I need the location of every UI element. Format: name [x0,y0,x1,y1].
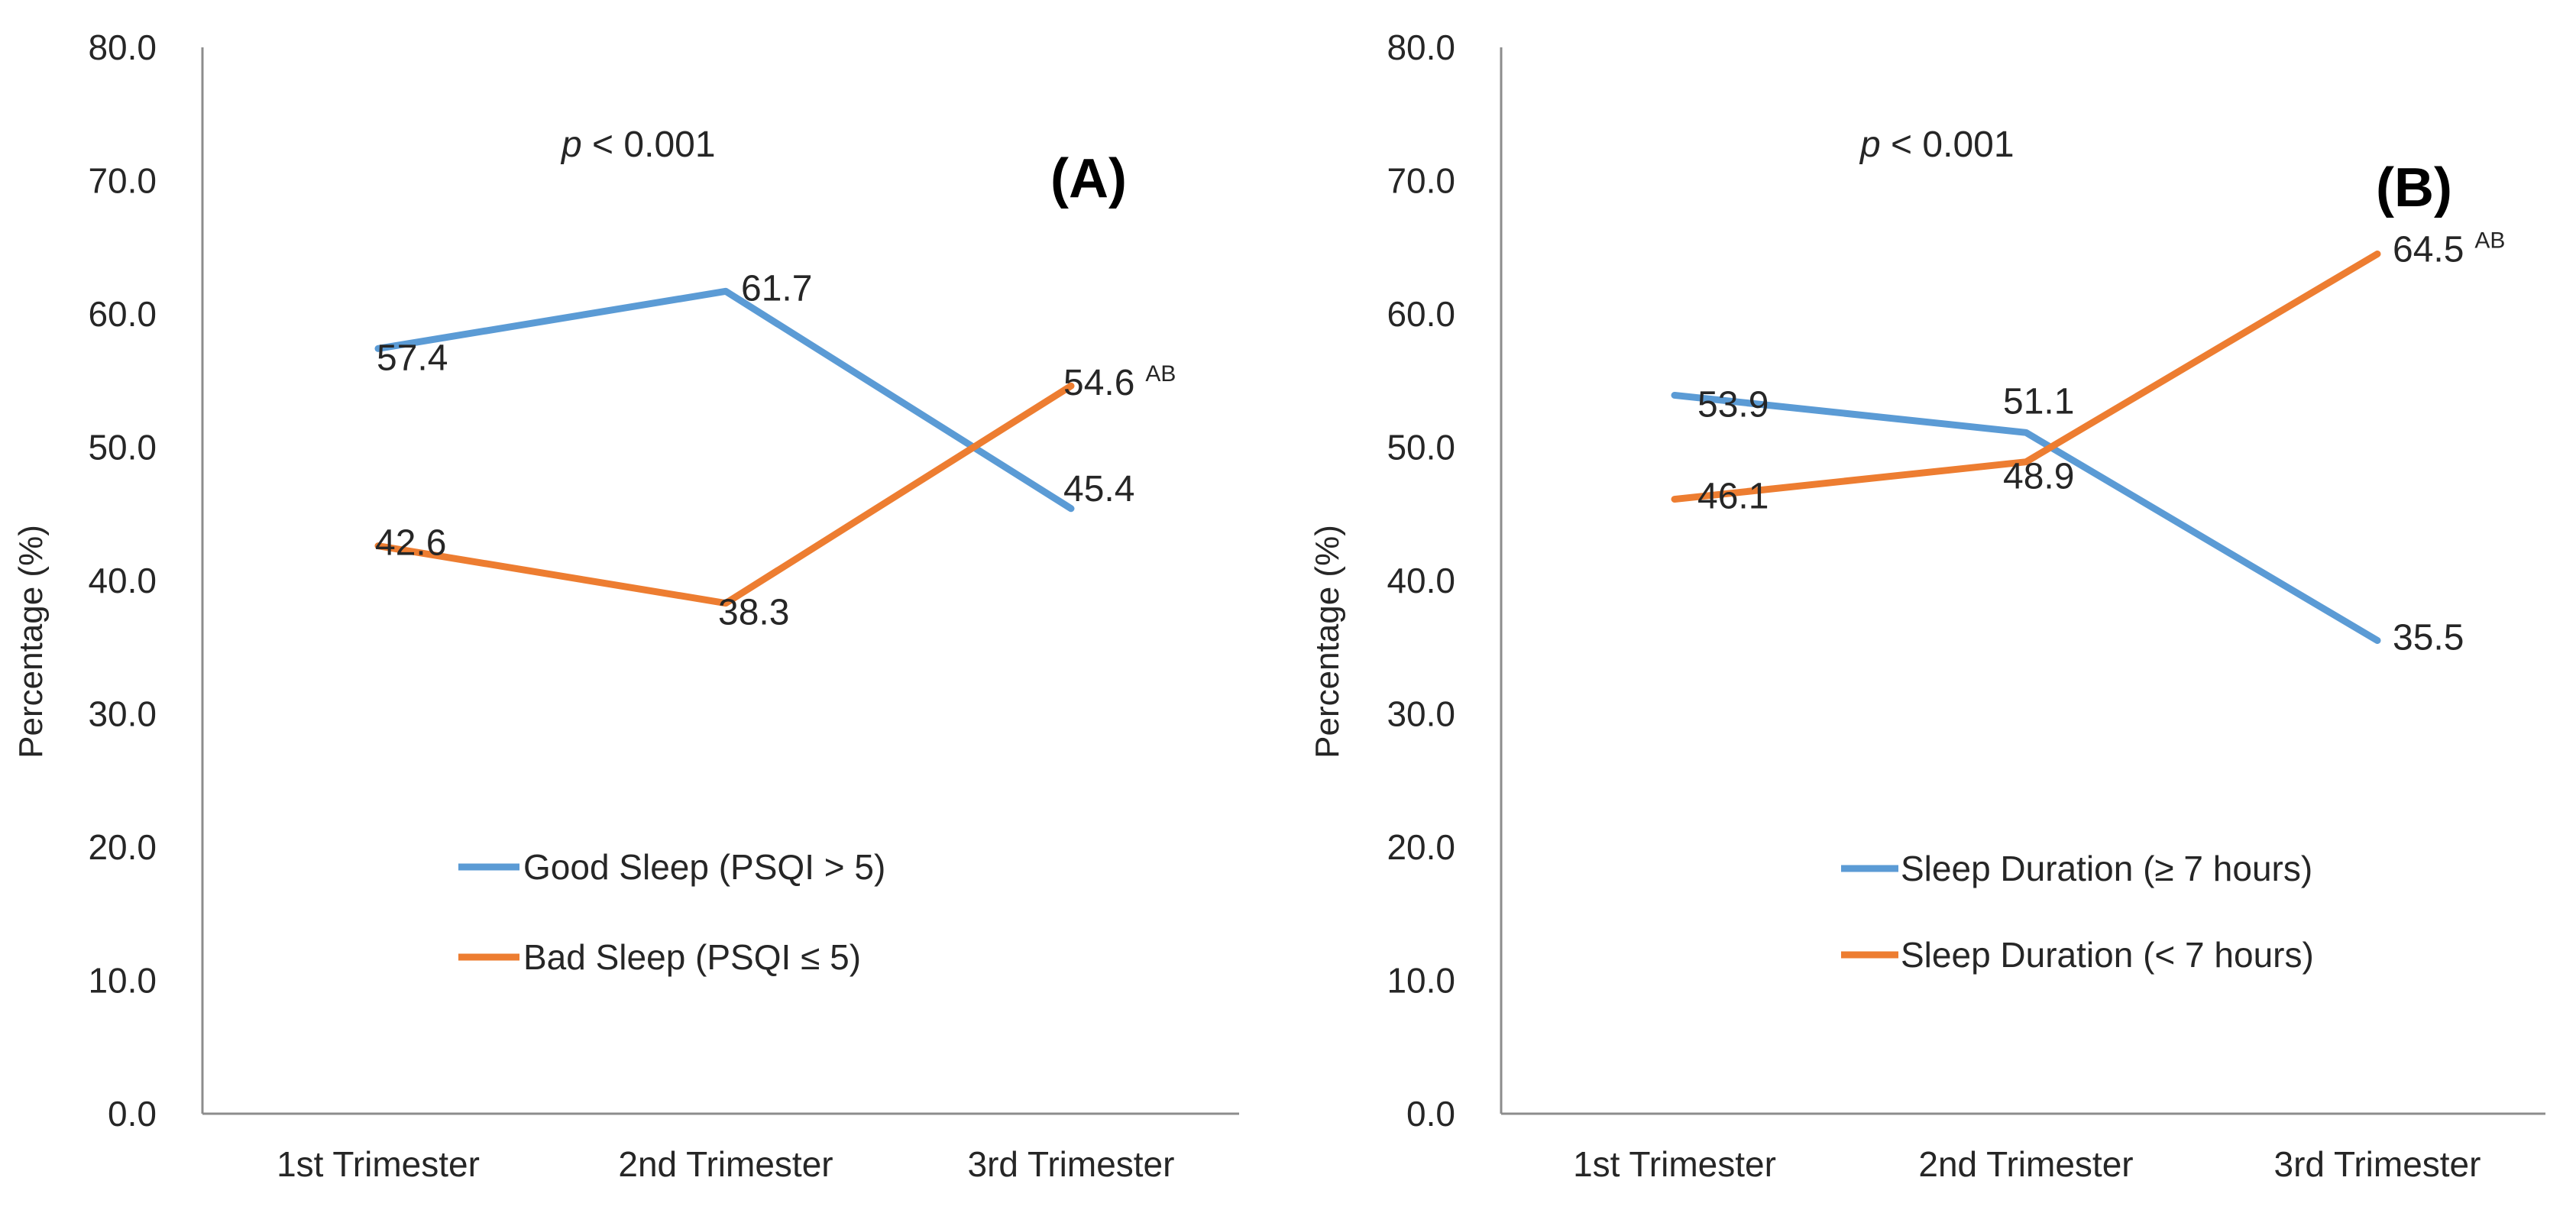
series-line-1 [1671,391,2381,645]
data-label: 61.7 [741,268,812,309]
legend-label: Sleep Duration (< 7 hours) [1901,935,2314,975]
x-category-label: 3rd Trimester [2274,1144,2481,1184]
chart-panel-b: 0.0 10.0 20.0 30.0 40.0 50.0 60.0 70.0 80.0 Perce… [1309,27,2545,1184]
p-value-annotation: p < 0.001 [1859,125,2015,165]
data-label: 46.1 [1697,477,1769,517]
x-category-label: 2nd Trimester [618,1144,833,1184]
y-tick-label: 60.0 [88,294,157,334]
panel-label: (A) [1050,148,1127,209]
series-line-2 [1671,250,2381,503]
y-tick-label: 0.0 [108,1094,157,1134]
data-label: 48.9 [2003,457,2074,497]
data-label: 64.5 AB [2393,228,2505,270]
y-axis-title: Percentage (%) [12,525,50,759]
x-category-label: 1st Trimester [277,1144,480,1184]
y-tick-label: 50.0 [1387,428,1455,467]
y-tick-label: 20.0 [1387,827,1455,867]
x-category-label: 3rd Trimester [968,1144,1175,1184]
data-label: 54.6 AB [1063,361,1176,403]
panel-label: (B) [2376,157,2452,218]
legend-label: Bad Sleep (PSQI ≤ 5) [523,937,861,977]
y-tick-label: 70.0 [1387,161,1455,201]
data-label: 38.3 [718,593,789,633]
data-label: 53.9 [1697,384,1769,425]
series-line-1 [374,287,1075,513]
y-tick-label: 10.0 [1387,961,1455,1001]
y-axis-title: Percentage (%) [1309,525,1346,759]
y-tick-label: 30.0 [88,694,157,734]
x-category-label: 2nd Trimester [1918,1144,2133,1184]
y-tick-label: 50.0 [88,428,157,467]
y-tick-label: 10.0 [88,961,157,1001]
data-label: 45.4 [1063,469,1134,509]
data-label: 57.4 [377,338,448,378]
data-label: 35.5 [2393,618,2464,658]
legend-label: Good Sleep (PSQI > 5) [523,847,885,887]
y-tick-label: 30.0 [1387,694,1455,734]
y-tick-label: 0.0 [1406,1094,1455,1134]
y-tick-label: 80.0 [1387,27,1455,67]
y-tick-label: 40.0 [1387,561,1455,600]
data-label: 51.1 [2003,381,2074,422]
series-line-2 [374,382,1075,607]
p-value-annotation: p < 0.001 [560,125,716,165]
y-tick-label: 60.0 [1387,294,1455,334]
y-tick-label: 20.0 [88,827,157,867]
y-tick-label: 80.0 [88,27,157,67]
chart-panel-a: 0.0 10.0 20.0 30.0 40.0 50.0 60.0 70.0 80.0 Perce… [12,27,1239,1184]
x-category-label: 1st Trimester [1573,1144,1776,1184]
y-tick-label: 70.0 [88,161,157,201]
data-label: 42.6 [375,523,446,564]
legend-label: Sleep Duration (≥ 7 hours) [1901,849,2312,888]
y-tick-label: 40.0 [88,561,157,600]
